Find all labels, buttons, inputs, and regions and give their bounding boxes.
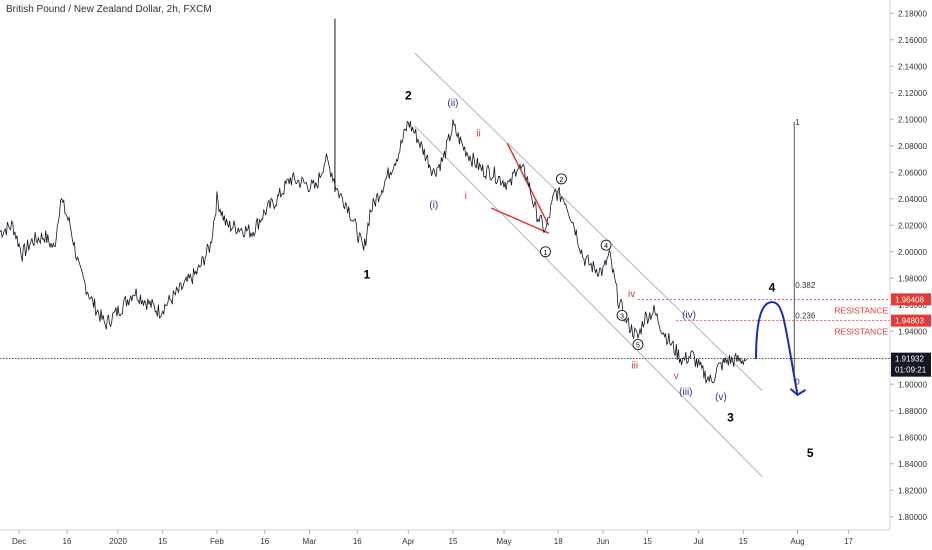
price-layer	[0, 18, 747, 384]
wave-label: 5	[807, 446, 814, 460]
wedge-line	[490, 207, 549, 234]
wave-label: i	[465, 191, 467, 202]
time-tick-label: Aug	[790, 537, 804, 546]
projection-arrowhead	[789, 388, 807, 397]
wave-label: 1	[364, 267, 371, 281]
time-tick-label: 18	[554, 537, 563, 546]
fib-level-label: 0.236	[795, 311, 816, 320]
wave-label: v	[674, 371, 679, 382]
circled-wave-label: 2	[559, 177, 563, 184]
wave-label: iv	[628, 289, 635, 300]
wave-label: 4	[769, 281, 776, 295]
wave-label: (iv)	[682, 310, 696, 321]
price-tick-label: 2.14000	[898, 62, 927, 71]
circled-wave-label: 3	[620, 313, 624, 320]
fib-level-label: 1	[795, 118, 800, 127]
price-tick-label: 1.86000	[898, 433, 927, 442]
price-tick-label: 1.98000	[898, 274, 927, 283]
wave-label: 2	[405, 88, 412, 102]
resistance-price-badge	[891, 293, 931, 306]
time-tick-label: 2020	[109, 537, 127, 546]
countdown-label: 01:09:21	[895, 366, 927, 375]
resistance-text: RESISTANCE	[834, 305, 888, 315]
time-tick-label: Dec	[12, 537, 26, 546]
price-tick-label: 1.84000	[898, 460, 927, 469]
time-tick-label: Feb	[210, 537, 224, 546]
time-tick-label: 15	[158, 537, 167, 546]
resistance-price-label: 1.96408	[895, 295, 924, 304]
price-tick-label: 2.06000	[898, 168, 927, 177]
circled-wave-label: 5	[636, 343, 640, 350]
time-tick-label: 15	[643, 537, 652, 546]
circled-wave-marker	[556, 173, 567, 185]
price-tick-label: 1.80000	[898, 513, 927, 522]
price-tick-label: 1.88000	[898, 407, 927, 416]
wave-label: 3	[727, 410, 734, 424]
fib-level-label: 0	[795, 378, 800, 387]
price-tick-label: 2.12000	[898, 89, 927, 98]
projection-curve	[755, 301, 799, 396]
resistance-price-badge	[891, 314, 931, 327]
circled-wave-marker	[540, 246, 551, 258]
circled-wave-marker	[616, 309, 628, 321]
circled-wave-label: 4	[604, 243, 608, 250]
price-tick-label: 2.16000	[898, 36, 927, 45]
time-tick-label: Apr	[402, 537, 415, 546]
channel-line	[414, 52, 763, 392]
resistance-price-label: 1.94803	[895, 317, 924, 326]
time-tick-label: Mar	[303, 537, 317, 546]
price-tick-label: 1.94000	[898, 327, 927, 336]
channel-line	[414, 125, 763, 478]
circled-wave-marker	[632, 339, 644, 350]
wave-label: iii	[631, 360, 638, 371]
time-tick-label: 15	[449, 537, 458, 546]
time-tick-label: 16	[260, 537, 269, 546]
price-tick-label: 2.00000	[898, 248, 927, 257]
time-tick-label: Jul	[693, 537, 703, 546]
chart-title: British Pound / New Zealand Dollar, 2h, …	[6, 4, 212, 15]
circled-wave-label: 1	[544, 250, 548, 257]
wave-label: (ii)	[447, 98, 458, 109]
time-tick-label: 16	[63, 537, 72, 546]
time-tick-label: May	[496, 537, 511, 546]
current-price-label: 1.91932	[895, 355, 924, 364]
fib-level-label: 0.382	[795, 281, 816, 290]
drawings-layer: RESISTANCE RESISTANCE 1 0.382 0.236 0	[0, 52, 890, 478]
time-tick-label: 15	[739, 537, 748, 546]
price-tick-label: 2.02000	[898, 221, 927, 230]
price-series-line	[0, 119, 747, 384]
price-tick-label: 2.10000	[898, 115, 927, 124]
time-tick-label: 17	[844, 537, 853, 546]
circled-wave-marker	[600, 239, 612, 251]
resistance-text: RESISTANCE	[834, 327, 888, 337]
current-price-badge	[891, 352, 931, 377]
wave-label: ii	[476, 128, 480, 139]
price-tick-label: 1.90000	[898, 380, 927, 389]
time-tick-label: Jun	[596, 537, 609, 546]
price-tick-label: 2.08000	[898, 142, 927, 151]
wave-label: (i)	[429, 200, 438, 211]
price-tick-label: 2.18000	[898, 9, 927, 18]
time-tick-label: 16	[353, 537, 362, 546]
wave-label: (iii)	[679, 387, 692, 398]
wave-label: (v)	[715, 392, 727, 403]
price-tick-label: 2.04000	[898, 195, 927, 204]
price-tick-label: 1.82000	[898, 486, 927, 495]
